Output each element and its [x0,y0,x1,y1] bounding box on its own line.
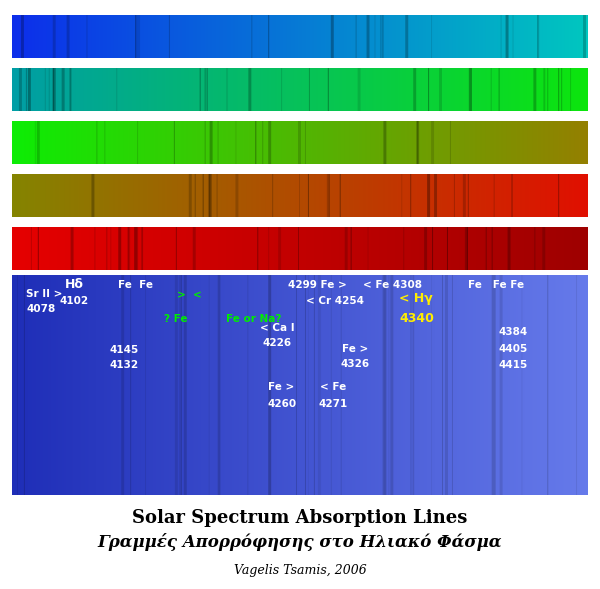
Text: Sr II >: Sr II > [26,289,63,299]
Text: < Fe 4308: < Fe 4308 [362,280,422,290]
Text: Γραμμές Απορρόφησης στο Ηλιακό Φάσμα: Γραμμές Απορρόφησης στο Ηλιακό Φάσμα [98,534,502,551]
Text: Solar Spectrum Absorption Lines: Solar Spectrum Absorption Lines [133,509,467,527]
Text: Hδ: Hδ [65,279,83,292]
Text: ? Fe: ? Fe [164,314,188,324]
Text: 4340: 4340 [399,313,434,326]
Text: >  <: > < [177,290,202,300]
Text: 4405: 4405 [499,344,528,354]
Text: Fe  Fe: Fe Fe [118,280,154,290]
Text: < Fe: < Fe [320,382,347,392]
Text: Fe >: Fe > [268,382,295,392]
Text: < Hγ: < Hγ [399,292,433,305]
Text: < Ca I: < Ca I [260,323,294,333]
Text: 4145: 4145 [110,345,139,355]
Text: 4102: 4102 [59,296,89,306]
Text: 4260: 4260 [267,399,296,409]
Text: Fe or Na?: Fe or Na? [226,314,281,324]
Text: Vagelis Tsamis, 2006: Vagelis Tsamis, 2006 [233,564,367,577]
Text: Fe   Fe Fe: Fe Fe Fe [468,280,524,290]
Text: Fe >: Fe > [341,344,368,354]
Text: 4132: 4132 [110,360,139,370]
Text: 4326: 4326 [340,359,369,369]
Text: 4226: 4226 [262,338,292,348]
Text: 4078: 4078 [26,304,56,314]
Text: 4299 Fe >: 4299 Fe > [288,280,347,290]
Text: 4384: 4384 [499,327,528,337]
Text: 4271: 4271 [319,399,348,409]
Text: < Cr 4254: < Cr 4254 [305,296,364,306]
Text: 4415: 4415 [499,360,528,370]
